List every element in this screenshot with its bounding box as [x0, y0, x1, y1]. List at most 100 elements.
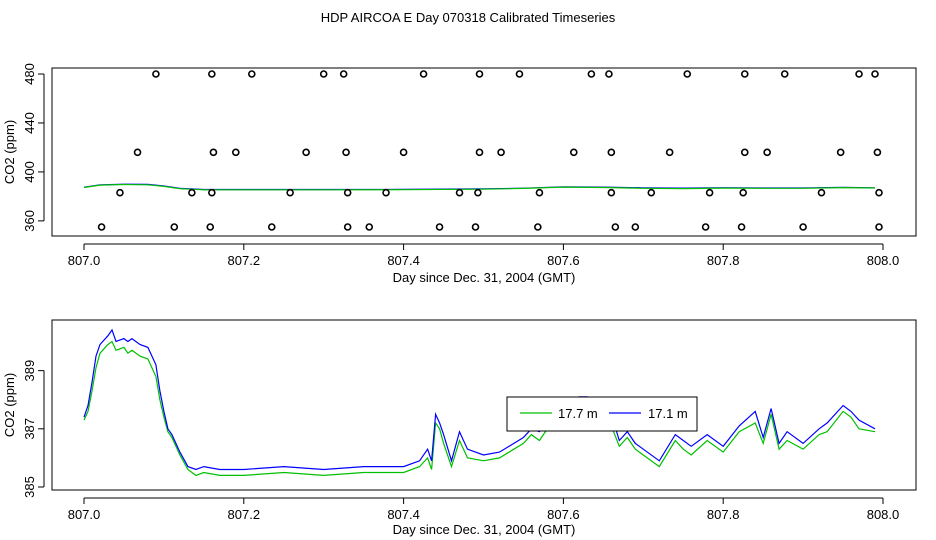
x-tick-label: 807.8	[707, 507, 740, 522]
y-tick-label: 360	[22, 210, 37, 232]
plot-frame	[51, 67, 917, 237]
scatter-point	[647, 188, 656, 197]
scatter-point	[705, 188, 714, 197]
plot-frame	[51, 319, 917, 491]
scatter-point	[455, 188, 464, 197]
scatter-point	[631, 223, 640, 231]
y-tick-label: 440	[22, 112, 37, 134]
scatter-point	[209, 148, 218, 157]
legend-box	[506, 396, 698, 432]
scatter-point	[116, 188, 124, 197]
scatter-point	[382, 188, 390, 197]
scatter-point	[683, 70, 692, 78]
x-tick-label: 807.0	[68, 253, 101, 268]
series-line-1	[83, 183, 876, 191]
scatter-point	[607, 148, 616, 157]
y-axis: 360 400 440 480	[22, 63, 45, 232]
scatter-point	[873, 148, 882, 157]
scatter-point	[399, 148, 408, 157]
scatter-point	[875, 223, 883, 231]
scatter-point	[267, 223, 276, 231]
scatter-point	[208, 188, 216, 197]
scatter-point	[286, 188, 294, 197]
x-tick-label: 807.4	[387, 507, 420, 522]
scatter-point	[855, 70, 863, 78]
x-axis-label: Day since Dec. 31, 2004 (GMT)	[393, 270, 576, 285]
scatter-point	[232, 148, 240, 157]
scatter-point	[365, 223, 374, 231]
x-tick-label: 807.2	[228, 253, 261, 268]
legend-label-17.1m: 17.1 m	[648, 406, 688, 421]
y-tick-label: 400	[22, 161, 37, 183]
scatter-point	[319, 70, 328, 78]
scatter-point	[534, 223, 542, 231]
scatter-point	[701, 223, 710, 231]
scatter-point	[247, 70, 256, 78]
y-tick-label: 389	[22, 360, 37, 382]
scatter-point	[763, 148, 771, 157]
x-axis: 807.0 807.2 807.4 807.6 807.8 808.0	[68, 497, 900, 522]
scatter-point	[435, 223, 444, 231]
x-tick-label: 807.6	[547, 507, 580, 522]
y-axis: 385 387 389	[22, 360, 45, 498]
scatter-point	[419, 70, 428, 78]
scatter-point	[871, 70, 879, 78]
x-tick-label: 807.2	[228, 507, 261, 522]
x-tick-label: 807.0	[68, 507, 101, 522]
scatter-point	[339, 70, 348, 78]
x-tick-label: 807.6	[547, 253, 580, 268]
scatter-point	[152, 70, 160, 78]
scatter-point	[875, 188, 883, 197]
scatter-point	[607, 188, 616, 197]
x-tick-label: 807.8	[707, 253, 740, 268]
scatter-point	[208, 70, 216, 78]
legend: 17.7 m 17.1 m	[506, 396, 698, 432]
scatter-point	[739, 188, 747, 197]
scatter-point	[780, 70, 789, 78]
scatter-point	[342, 148, 350, 157]
co2-line-panel: 807.0 807.2 807.4 807.6 807.8 808.0 385 387 389…	[2, 319, 917, 537]
scatter-point	[587, 70, 596, 78]
figure-title: HDP AIRCOA E Day 070318 Calibrated Times…	[321, 10, 616, 25]
y-tick-label: 480	[22, 63, 37, 85]
scatter-point	[665, 148, 674, 157]
scatter-point	[569, 148, 578, 157]
scatter-point	[740, 148, 749, 157]
x-axis: 807.0 807.2 807.4 807.6 807.8 808.0	[68, 243, 900, 268]
scatter-point	[170, 223, 179, 231]
scatter-point	[474, 188, 482, 197]
co2-scatter-panel: 807.0 807.2 807.4 807.6 807.8 808.0 360 400 440…	[2, 63, 917, 285]
y-axis-label: CO2 (ppm)	[2, 373, 17, 437]
y-tick-label: 387	[22, 418, 37, 440]
scatter-point	[737, 223, 746, 231]
scatter-point	[471, 223, 480, 231]
chart-marks	[83, 328, 876, 477]
scatter-point	[343, 188, 352, 197]
y-axis-label: CO2 (ppm)	[2, 120, 17, 184]
scatter-point	[836, 148, 845, 157]
scatter-point	[799, 223, 807, 231]
series-line-0	[83, 340, 876, 477]
scatter-point	[515, 70, 524, 78]
scatter-point	[740, 70, 749, 78]
scatter-point	[497, 148, 505, 157]
x-tick-label: 808.0	[867, 507, 900, 522]
series-line-1	[83, 328, 876, 471]
scatter-point	[206, 223, 215, 231]
scatter-point	[605, 70, 613, 78]
scatter-point	[535, 188, 544, 197]
scatter-point	[475, 70, 484, 78]
legend-label-17.7m: 17.7 m	[558, 406, 598, 421]
scatter-point	[475, 148, 484, 157]
scatter-point	[188, 188, 196, 197]
x-axis-label: Day since Dec. 31, 2004 (GMT)	[393, 522, 576, 537]
scatter-point	[302, 148, 310, 157]
scatter-point	[97, 223, 106, 231]
scatter-point	[133, 148, 142, 157]
x-tick-label: 807.4	[387, 253, 420, 268]
scatter-point	[611, 223, 620, 231]
x-tick-label: 808.0	[867, 253, 900, 268]
scatter-point	[817, 188, 826, 197]
scatter-point	[343, 223, 352, 231]
